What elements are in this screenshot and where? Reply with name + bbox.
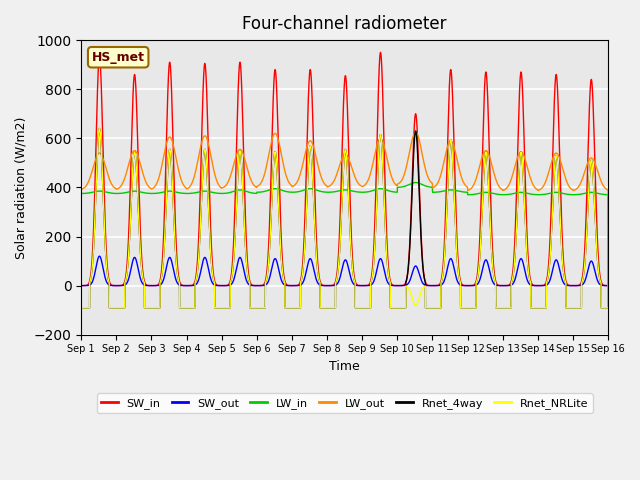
Line: LW_in: LW_in: [81, 182, 608, 286]
SW_in: [463, 283, 470, 288]
Rnet_4way: [604, 283, 612, 288]
Rnet_4way: [433, 305, 441, 311]
SW_out: [325, 283, 333, 288]
Y-axis label: Solar radiation (W/m2): Solar radiation (W/m2): [15, 116, 28, 259]
LW_out: [604, 187, 611, 193]
LW_out: [77, 186, 85, 192]
Rnet_4way: [325, 305, 333, 311]
SW_out: [604, 283, 612, 288]
LW_in: [433, 189, 441, 195]
SW_in: [493, 280, 500, 286]
Line: Rnet_NRLite: Rnet_NRLite: [81, 129, 608, 308]
X-axis label: Time: Time: [329, 360, 360, 373]
SW_in: [433, 283, 441, 288]
LW_in: [604, 192, 611, 198]
Rnet_NRLite: [77, 305, 85, 311]
SW_in: [172, 234, 180, 240]
LW_in: [325, 190, 333, 195]
Rnet_NRLite: [604, 305, 611, 311]
Title: Four-channel radiometer: Four-channel radiometer: [243, 15, 447, 33]
LW_in: [463, 189, 470, 195]
Rnet_4way: [77, 305, 85, 311]
LW_out: [172, 154, 180, 160]
Rnet_NRLite: [95, 126, 103, 132]
Rnet_NRLite: [325, 305, 333, 311]
LW_in: [172, 189, 180, 195]
LW_in: [493, 192, 500, 197]
LW_out: [325, 183, 333, 189]
Rnet_NRLite: [604, 283, 612, 288]
LW_out: [433, 180, 441, 186]
LW_out: [493, 178, 500, 184]
LW_out: [463, 184, 470, 190]
LW_in: [412, 180, 419, 185]
Rnet_NRLite: [463, 305, 470, 311]
SW_in: [325, 283, 333, 288]
SW_out: [95, 253, 103, 259]
Line: SW_out: SW_out: [81, 256, 608, 286]
SW_in: [604, 283, 611, 288]
Rnet_4way: [493, 305, 500, 311]
SW_out: [604, 283, 611, 288]
Rnet_4way: [463, 305, 470, 311]
SW_out: [433, 283, 441, 288]
SW_out: [463, 283, 470, 288]
SW_out: [493, 282, 500, 288]
Rnet_NRLite: [433, 305, 441, 311]
Text: HS_met: HS_met: [92, 51, 145, 64]
LW_in: [77, 191, 85, 196]
SW_in: [604, 283, 612, 288]
Rnet_4way: [95, 126, 103, 132]
Rnet_NRLite: [493, 305, 500, 311]
SW_out: [172, 277, 180, 283]
Rnet_NRLite: [172, 255, 180, 261]
SW_in: [376, 49, 384, 55]
Legend: SW_in, SW_out, LW_in, LW_out, Rnet_4way, Rnet_NRLite: SW_in, SW_out, LW_in, LW_out, Rnet_4way,…: [97, 393, 593, 413]
Line: Rnet_4way: Rnet_4way: [81, 129, 608, 308]
Line: SW_in: SW_in: [81, 52, 608, 286]
LW_out: [412, 129, 419, 135]
LW_out: [604, 283, 612, 288]
SW_out: [77, 283, 85, 288]
Rnet_4way: [604, 305, 611, 311]
LW_in: [604, 283, 612, 288]
Rnet_4way: [172, 255, 180, 261]
SW_in: [77, 283, 85, 288]
Line: LW_out: LW_out: [81, 132, 608, 286]
